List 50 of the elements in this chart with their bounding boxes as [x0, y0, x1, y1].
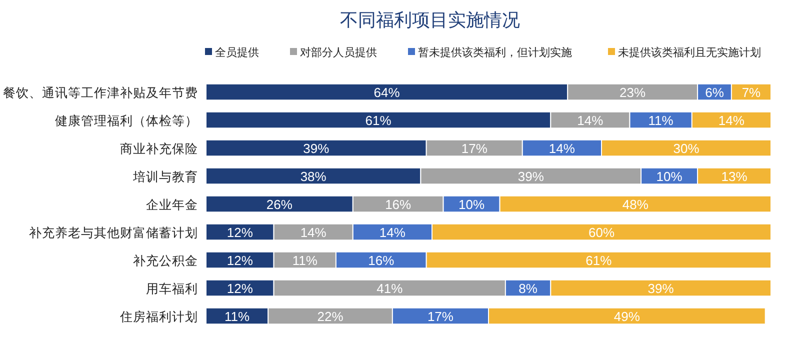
data-label: 11%	[224, 309, 250, 324]
data-label: 12%	[226, 253, 254, 268]
legend-label: 未提供该类福利且无实施计划	[618, 46, 761, 59]
y-tick-label: 住房福利计划	[119, 309, 198, 324]
y-tick-label: 企业年金	[146, 198, 198, 212]
chart-title: 不同福利项目实施情况	[340, 10, 520, 30]
legend-label: 暂未提供该类福利，但计划实施	[418, 46, 572, 59]
data-label: 38%	[300, 169, 327, 184]
y-tick-label: 健康管理福利（体检等）	[55, 114, 198, 128]
data-label: 10%	[656, 169, 683, 184]
data-label: 41%	[376, 281, 404, 296]
data-label: 14%	[548, 141, 576, 156]
data-label: 64%	[374, 85, 400, 100]
data-label: 61%	[586, 253, 612, 268]
legend-label: 对部分人员提供	[300, 46, 377, 59]
data-label: 14%	[577, 113, 604, 128]
data-label: 6%	[705, 85, 724, 100]
data-label: 39%	[648, 281, 674, 296]
data-label: 8%	[518, 281, 538, 296]
data-label: 39%	[303, 141, 330, 156]
data-label: 17%	[461, 141, 488, 156]
data-label: 10%	[458, 197, 485, 212]
y-tick-label: 补充公积金	[133, 254, 198, 268]
data-label: 30%	[673, 141, 700, 156]
legend-label: 全员提供	[215, 47, 259, 59]
data-label: 11%	[292, 253, 318, 268]
data-label: 49%	[614, 309, 640, 324]
data-label: 12%	[226, 281, 254, 296]
y-tick-label: 商业补充保险	[120, 142, 198, 156]
data-label: 14%	[300, 225, 327, 240]
data-label: 12%	[226, 225, 254, 240]
data-label: 60%	[588, 225, 615, 240]
data-label: 14%	[718, 113, 745, 128]
data-label: 16%	[385, 197, 412, 212]
data-label: 26%	[266, 197, 293, 212]
y-tick-label: 培训与教育	[132, 169, 198, 184]
data-label: 11%	[648, 113, 674, 128]
data-label: 22%	[317, 309, 344, 324]
data-label: 39%	[518, 169, 544, 184]
y-tick-label: 用车福利	[146, 282, 198, 296]
y-tick-label: 餐饮、通讯等工作津补贴及年节费	[3, 86, 198, 100]
data-label: 13%	[721, 169, 748, 184]
data-label: 61%	[365, 113, 392, 128]
data-label: 23%	[620, 85, 646, 100]
data-label: 14%	[379, 225, 406, 240]
y-tick-label: 补充养老与其他财富储蓄计划	[29, 225, 198, 240]
data-label: 48%	[622, 197, 649, 212]
data-label: 16%	[368, 253, 395, 268]
data-label: 7%	[742, 85, 762, 100]
data-label: 17%	[427, 309, 454, 324]
